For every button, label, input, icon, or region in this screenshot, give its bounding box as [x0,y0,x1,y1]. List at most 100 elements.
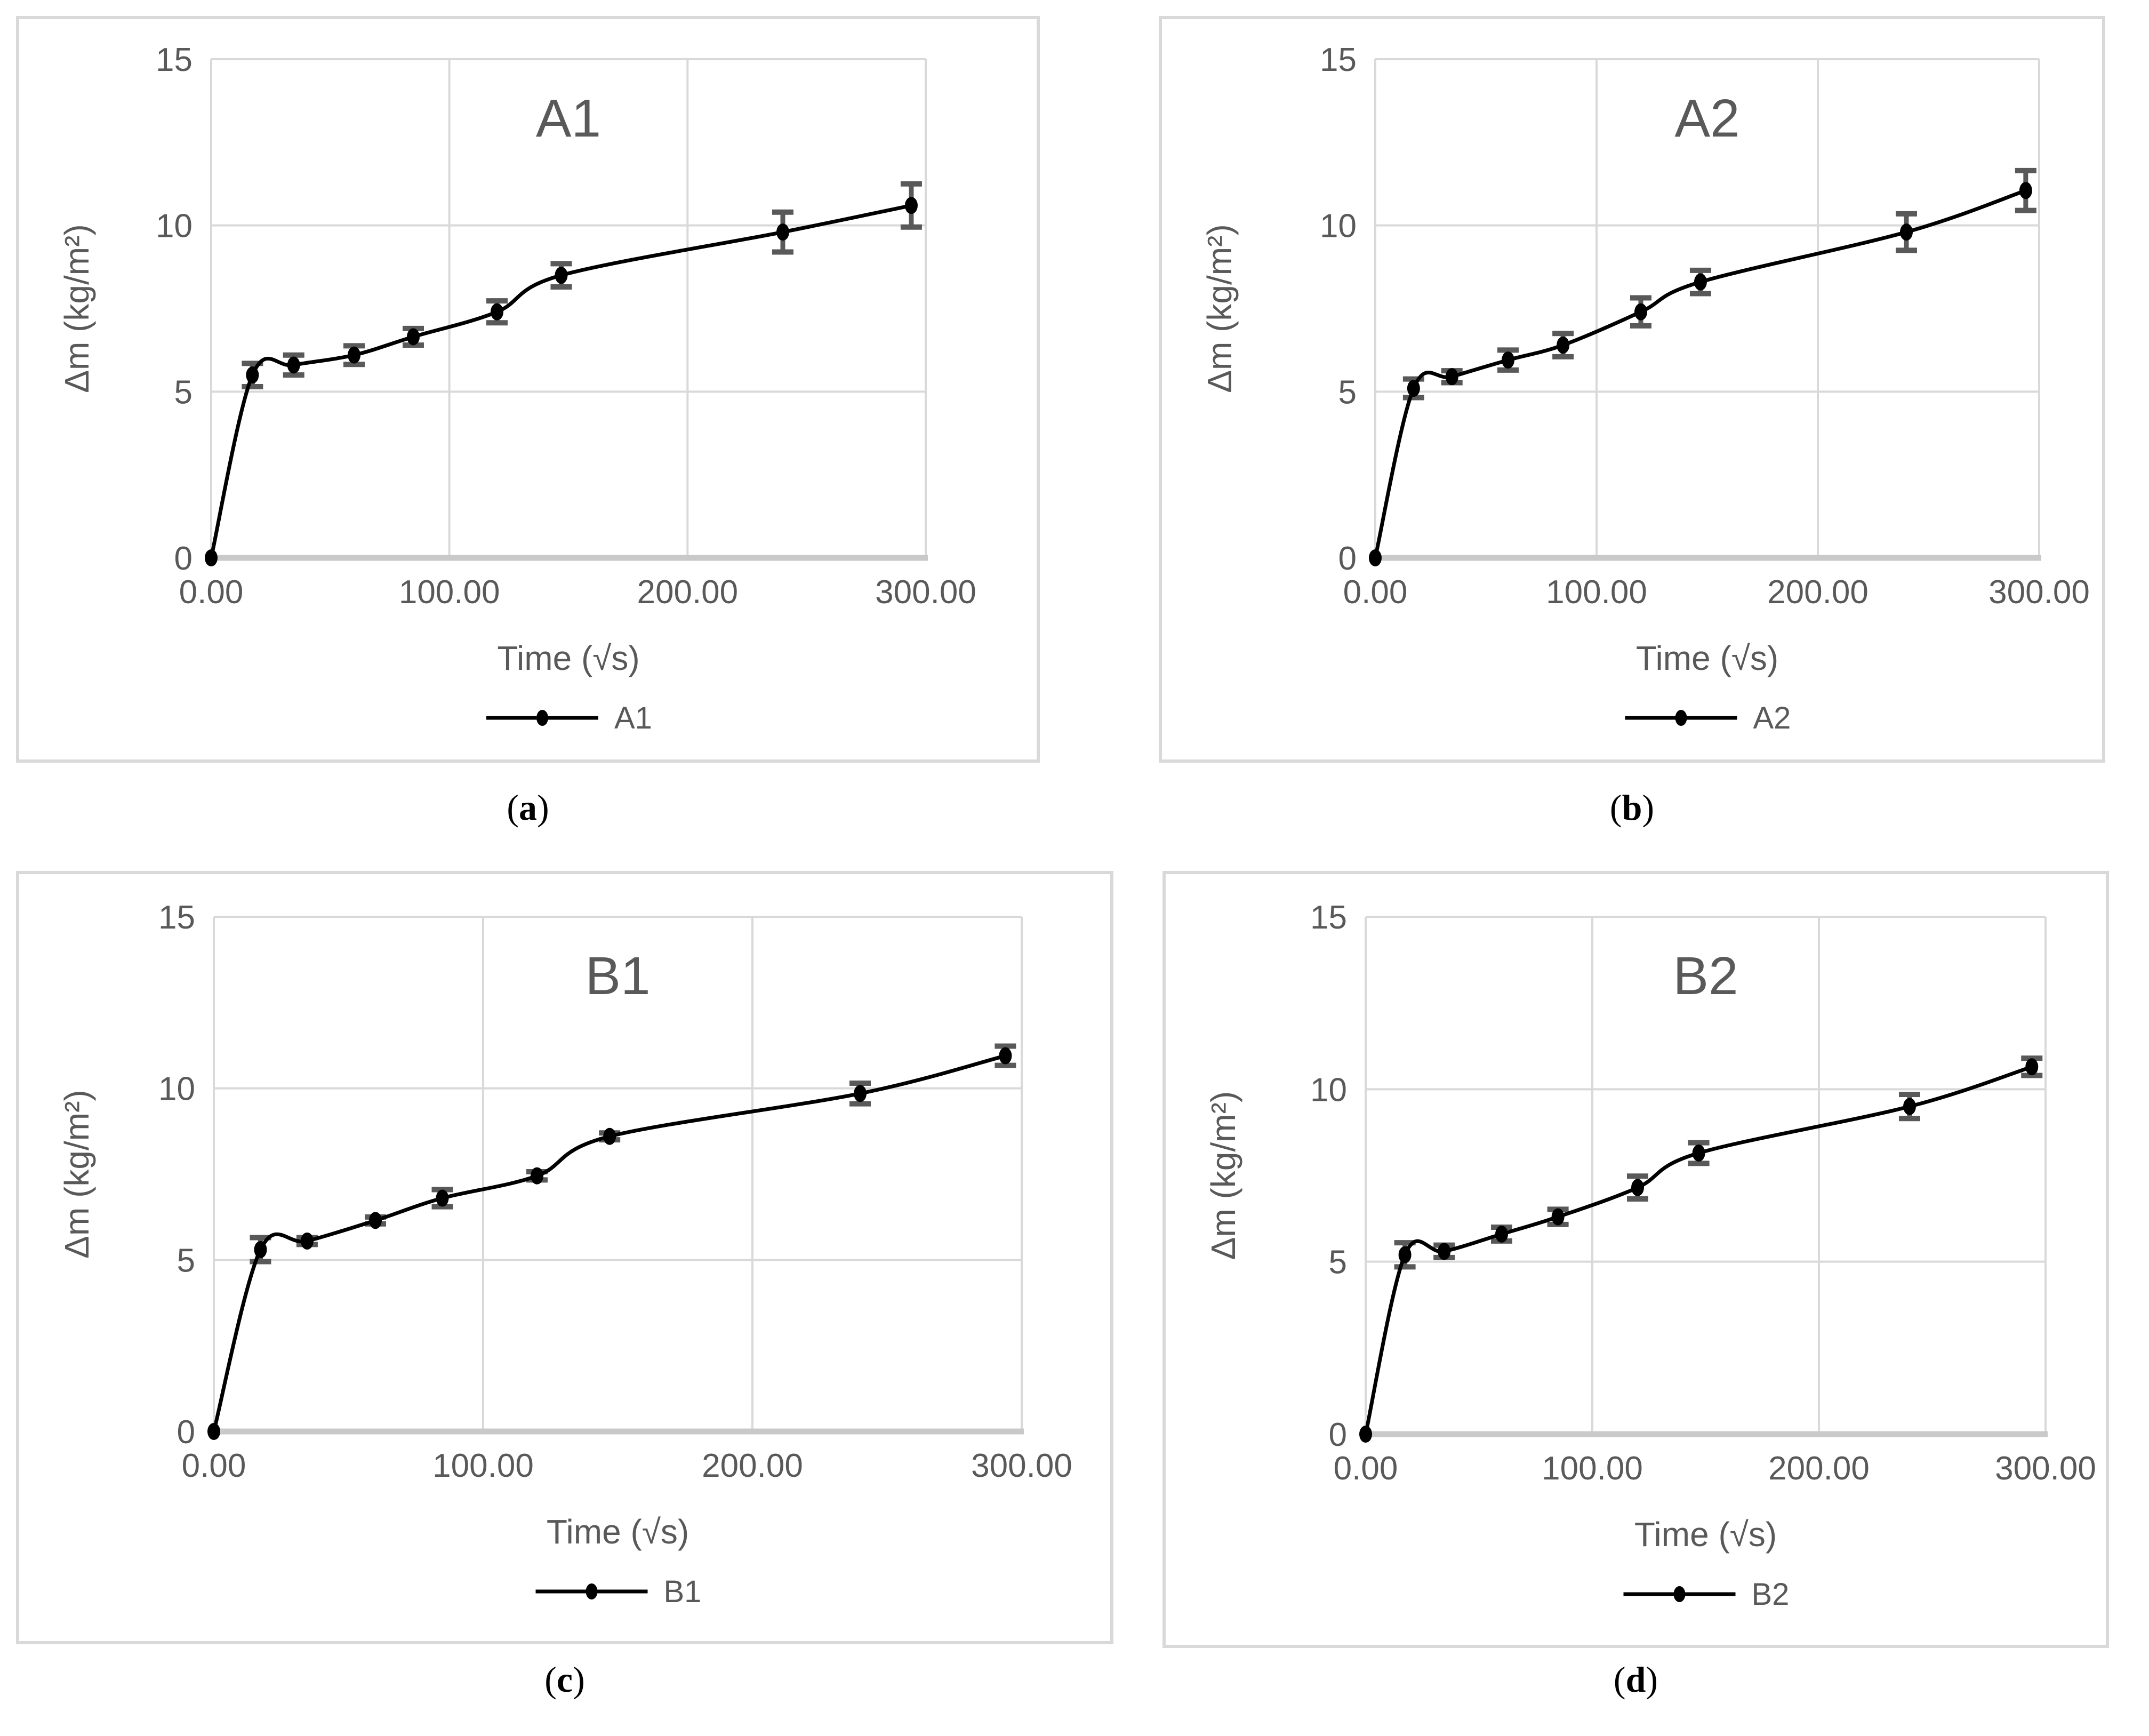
caption-paren: ) [537,787,549,828]
chart-b2: B2 0 5 10 15 0.00 100.00 200.00 300.00 Time (√s) Δ… [1204,899,2096,1612]
x-tick-label: 200.00 [702,1447,803,1484]
data-point-marker [1900,223,1913,241]
y-tick-label: 0 [177,1414,195,1451]
data-series-line [1364,1065,2033,1435]
chart-panel-a1: A1 0 5 10 15 0.00 100.00 200.00 300.00 Time (√s) Δ… [16,16,1040,763]
x-axis-title: Time (√s) [1634,1515,1777,1554]
x-axis-title: Time (√s) [547,1513,689,1551]
data-point-marker [1438,1243,1451,1260]
x-tick-label: 0.00 [1343,574,1408,611]
data-point-marker [246,366,259,384]
y-axis-title: Δm (kg/m²) [1204,1091,1242,1260]
caption-paren: ( [1609,787,1622,828]
chart-a2: A2 0 5 10 15 0.00 100.00 200.00 300.00 Time (√s) Δ… [1200,42,2090,735]
x-tick-label: 300.00 [1995,1450,2096,1487]
x-tick-label: 0.00 [1334,1450,1398,1487]
data-point-marker [1631,1179,1644,1196]
x-tick-label: 300.00 [1988,574,2090,611]
y-tick-label: 15 [156,42,193,78]
data-point-marker [1495,1225,1508,1243]
y-axis-title: Δm (kg/m²) [1200,224,1239,393]
data-point-marker [1551,1208,1565,1226]
data-point-marker [348,346,360,364]
x-axis-title: Time (√s) [497,639,639,677]
y-tick-label: 10 [1310,1071,1347,1108]
data-point-marker [1692,1144,1705,1162]
data-point-marker [287,356,300,374]
legend-marker [586,1583,598,1599]
chart-panel-b1: B1 0 5 10 15 0.00 100.00 200.00 300.00 Time (√s) Δ… [16,871,1113,1644]
data-point-marker [1694,273,1707,291]
data-point-marker [904,197,918,214]
y-tick-label: 5 [177,1242,195,1279]
y-tick-label: 15 [1320,42,1357,78]
y-axis-title: Δm (kg/m²) [58,224,96,393]
caption-paren: ( [544,1659,557,1700]
y-tick-label: 10 [156,208,193,245]
data-point-marker [999,1047,1012,1065]
x-tick-label: 100.00 [432,1447,534,1484]
caption-c: (c) [16,1659,1113,1701]
caption-d: (d) [1162,1659,2109,1701]
data-point-marker [1634,303,1647,321]
x-tick-label: 300.00 [971,1447,1072,1484]
x-tick-label: 0.00 [179,574,244,611]
data-point-marker [207,1423,220,1440]
data-series-line [1373,188,2027,558]
y-tick-label: 10 [1320,208,1357,245]
caption-paren: ) [573,1659,585,1700]
caption-letter: d [1625,1659,1646,1700]
data-point-marker [1398,1246,1412,1263]
chart-panel-a2: A2 0 5 10 15 0.00 100.00 200.00 300.00 Time (√s) Δ… [1159,16,2105,763]
data-point-marker [603,1127,616,1145]
caption-paren: ) [1646,1659,1658,1700]
x-tick-label: 100.00 [1546,574,1647,611]
data-point-marker [406,328,420,346]
data-point-marker [436,1189,449,1207]
y-tick-label: 15 [158,899,195,936]
data-point-marker [2019,182,2032,199]
data-point-marker [1903,1098,1916,1115]
x-tick-label: 0.00 [182,1447,246,1484]
caption-a: (a) [16,787,1040,829]
legend-marker [1675,710,1687,726]
caption-b: (b) [1159,787,2105,829]
data-point-marker [300,1232,314,1250]
chart-title: B1 [585,946,650,1006]
legend-label: A2 [1753,701,1791,735]
data-point-marker [2025,1058,2039,1076]
legend-label: B1 [664,1574,702,1609]
chart-title: B2 [1673,946,1738,1006]
data-point-marker [491,303,503,321]
data-series-line [209,203,912,558]
legend-label: A1 [614,701,652,735]
data-point-marker [854,1085,867,1102]
caption-paren: ( [507,787,519,828]
data-point-marker [1445,368,1458,386]
legend-marker [536,710,548,726]
legend-label: B2 [1752,1577,1790,1612]
caption-paren: ( [1613,1659,1626,1700]
data-point-marker [1359,1426,1372,1443]
x-tick-label: 200.00 [1768,1450,1870,1487]
x-tick-label: 200.00 [1767,574,1869,611]
caption-letter: b [1622,787,1642,828]
y-tick-label: 0 [174,540,193,577]
y-tick-label: 5 [1329,1244,1347,1281]
data-point-marker [776,223,789,241]
y-tick-label: 0 [1338,540,1357,577]
x-tick-label: 300.00 [875,574,976,611]
legend-marker [1673,1586,1686,1602]
chart-a1: A1 0 5 10 15 0.00 100.00 200.00 300.00 Time (√s) Δ… [58,42,976,735]
chart-panel-b2: B2 0 5 10 15 0.00 100.00 200.00 300.00 Time (√s) Δ… [1162,871,2109,1648]
data-point-marker [555,267,568,284]
chart-title: A2 [1674,89,1739,148]
data-point-marker [531,1167,543,1185]
data-point-marker [1502,351,1514,369]
data-point-marker [1407,380,1420,397]
chart-b1: B1 0 5 10 15 0.00 100.00 200.00 300.00 Time (√s) Δ… [58,899,1072,1609]
x-tick-label: 100.00 [399,574,500,611]
y-tick-label: 0 [1329,1417,1347,1453]
x-axis-title: Time (√s) [1636,639,1778,677]
chart-title: A1 [536,89,601,148]
